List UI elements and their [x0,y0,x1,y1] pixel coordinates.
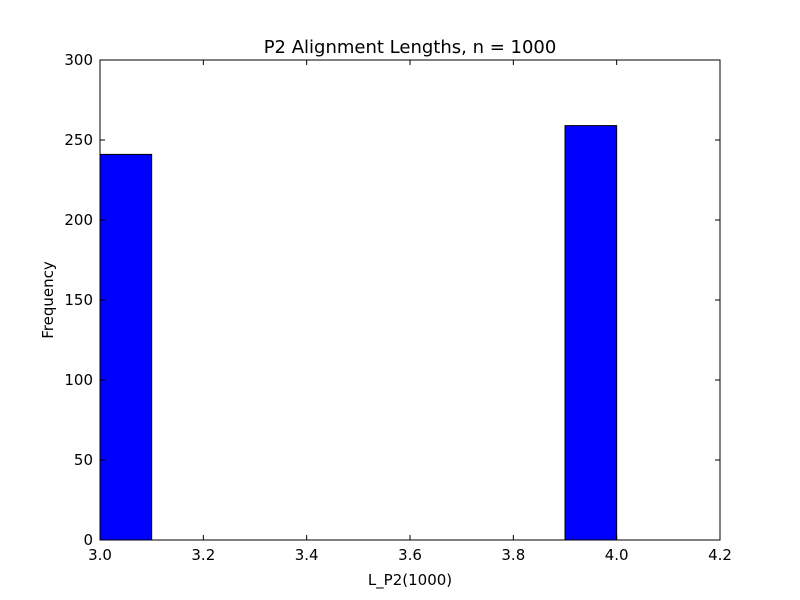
y-axis-label: Frequency [39,261,57,339]
y-tick-label-0: 0 [83,531,93,549]
y-tick-label-4: 200 [64,211,93,229]
x-tick-label-0: 3.0 [88,546,112,564]
y-tick-label-1: 50 [74,451,93,469]
y-tick-label-2: 100 [64,371,93,389]
chart-title: P2 Alignment Lengths, n = 1000 [264,37,557,58]
histogram-bar-9 [564,125,618,541]
bars-group [99,125,618,541]
x-tick-label-1: 3.2 [191,546,215,564]
y-tick-label-6: 300 [64,51,93,69]
histogram-bar-0 [99,153,153,541]
x-axis-ticks: 3.0 3.2 3.4 3.6 3.8 4.0 4.2 [88,60,732,564]
y-tick-label-5: 250 [64,131,93,149]
x-tick-label-5: 4.0 [605,546,629,564]
x-tick-label-4: 3.8 [501,546,525,564]
x-tick-label-2: 3.4 [295,546,319,564]
plot-frame [99,59,721,541]
x-axis-label: L_P2(1000) [368,571,452,590]
x-tick-label-3: 3.6 [398,546,422,564]
y-axis-ticks: 0 50 100 150 200 250 300 [64,51,720,549]
x-tick-label-6: 4.2 [708,546,732,564]
y-tick-label-3: 150 [64,291,93,309]
